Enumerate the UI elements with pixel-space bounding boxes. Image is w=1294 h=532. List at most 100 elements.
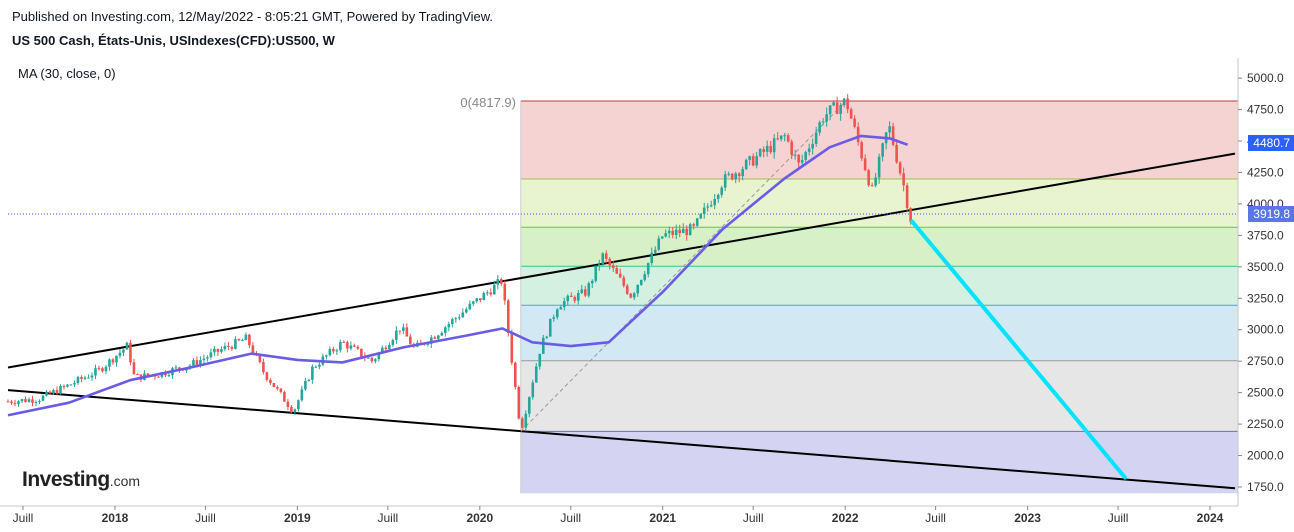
candle-body [118,352,122,356]
candle-body [122,349,125,353]
candle-body [622,277,626,286]
candle-body [604,253,608,259]
candle-body [76,377,80,384]
candle-body [157,376,160,378]
candle-body [594,265,598,281]
y-tick-label: 5000.0 [1247,71,1284,85]
candle-body [384,347,388,350]
candle-body [671,230,675,235]
candle-body [839,105,842,114]
price-axis[interactable]: 1750.0 2000.0 2250.0 2500.0 2750.0 3000.0 3250… [1237,52,1294,507]
candle-body [297,400,300,410]
projection-arrow-line [910,219,1128,480]
candle-body [258,354,262,363]
candle-body [276,387,279,389]
candle-body [27,399,31,402]
candle-body [216,348,220,352]
candle-body [835,102,839,114]
candle-body [398,330,402,332]
candle-body [895,144,898,163]
candle-body [909,208,912,222]
candle-body [381,347,384,353]
fib-zone [520,431,1238,494]
candle-body [318,364,321,367]
candle-body [101,368,104,372]
candle-body [527,397,531,414]
candle-body [695,218,699,226]
candle-body [279,388,283,392]
candle-body [720,187,724,195]
logo-suffix: .com [109,473,141,489]
x-tick-label: Juill [560,511,581,525]
candle-body [465,309,468,313]
candle-body [304,380,307,390]
candle-body [737,173,741,177]
candle-body [136,373,139,375]
candle-body [192,360,195,366]
candle-body [430,337,433,344]
y-tick-label: 3500.0 [1247,260,1284,274]
candle-body [307,379,311,381]
candle-body [38,400,41,402]
candle-body [17,401,20,404]
candle-body [458,317,461,319]
candle-body [195,360,199,365]
candle-body [433,337,437,339]
candle-body [202,358,206,361]
candle-body [657,238,661,250]
candle-body [374,359,377,362]
candle-body [524,413,528,428]
candle-body [877,156,881,178]
candle-body [905,185,909,209]
candle-body [814,132,818,144]
candle-body [34,401,38,403]
moving-average [7,134,909,417]
candle-body [13,403,17,405]
candle-body [377,352,381,360]
candle-body [209,352,213,358]
candle-body [513,362,517,388]
candle-body [269,379,272,384]
candle-body [492,284,496,295]
candle-body [444,327,447,333]
y-tick-label: 2500.0 [1247,386,1284,400]
candle-body [174,367,178,369]
x-tick-label: Juill [743,511,764,525]
candle-body [262,362,265,373]
y-tick-label: 4750.0 [1247,103,1284,117]
indicator-legend[interactable]: MA (30, close, 0) [18,66,116,81]
candle-body [580,289,584,293]
candle-body [531,382,535,398]
investing-logo: Investing.com [22,468,140,492]
candle-body [356,346,360,349]
candle-body [800,159,804,163]
candle-body [898,162,902,174]
fib-label: 0(4817.9) [460,95,516,110]
projection-line[interactable] [910,219,1128,480]
candle-body [402,327,405,331]
candle-body [472,301,475,304]
candle-body [314,366,318,368]
candle-body [300,389,304,401]
candle-body [132,362,136,374]
candle-body [636,284,640,294]
fib-retracement[interactable] [520,100,1238,494]
candle-body [223,345,227,350]
candle-body [230,347,234,349]
time-axis[interactable]: Juill 2018 Juill 2019 Juill 2020 Juill 2021 Juil… [0,505,1238,525]
candle-body [328,349,332,356]
candle-body [793,154,797,156]
candle-body [706,206,710,208]
chart-header-published: Published on Investing.com, 12/May/2022 … [12,9,494,24]
candle-body [73,383,76,385]
candle-body [227,345,230,348]
candle-body [611,265,615,269]
candle-body [751,156,755,166]
candle-body [437,335,440,339]
candle-body [643,274,647,280]
x-tick-label: 2023 [1014,511,1041,525]
candle-body [541,337,545,354]
candle-body [615,268,619,274]
candle-body [702,207,706,215]
